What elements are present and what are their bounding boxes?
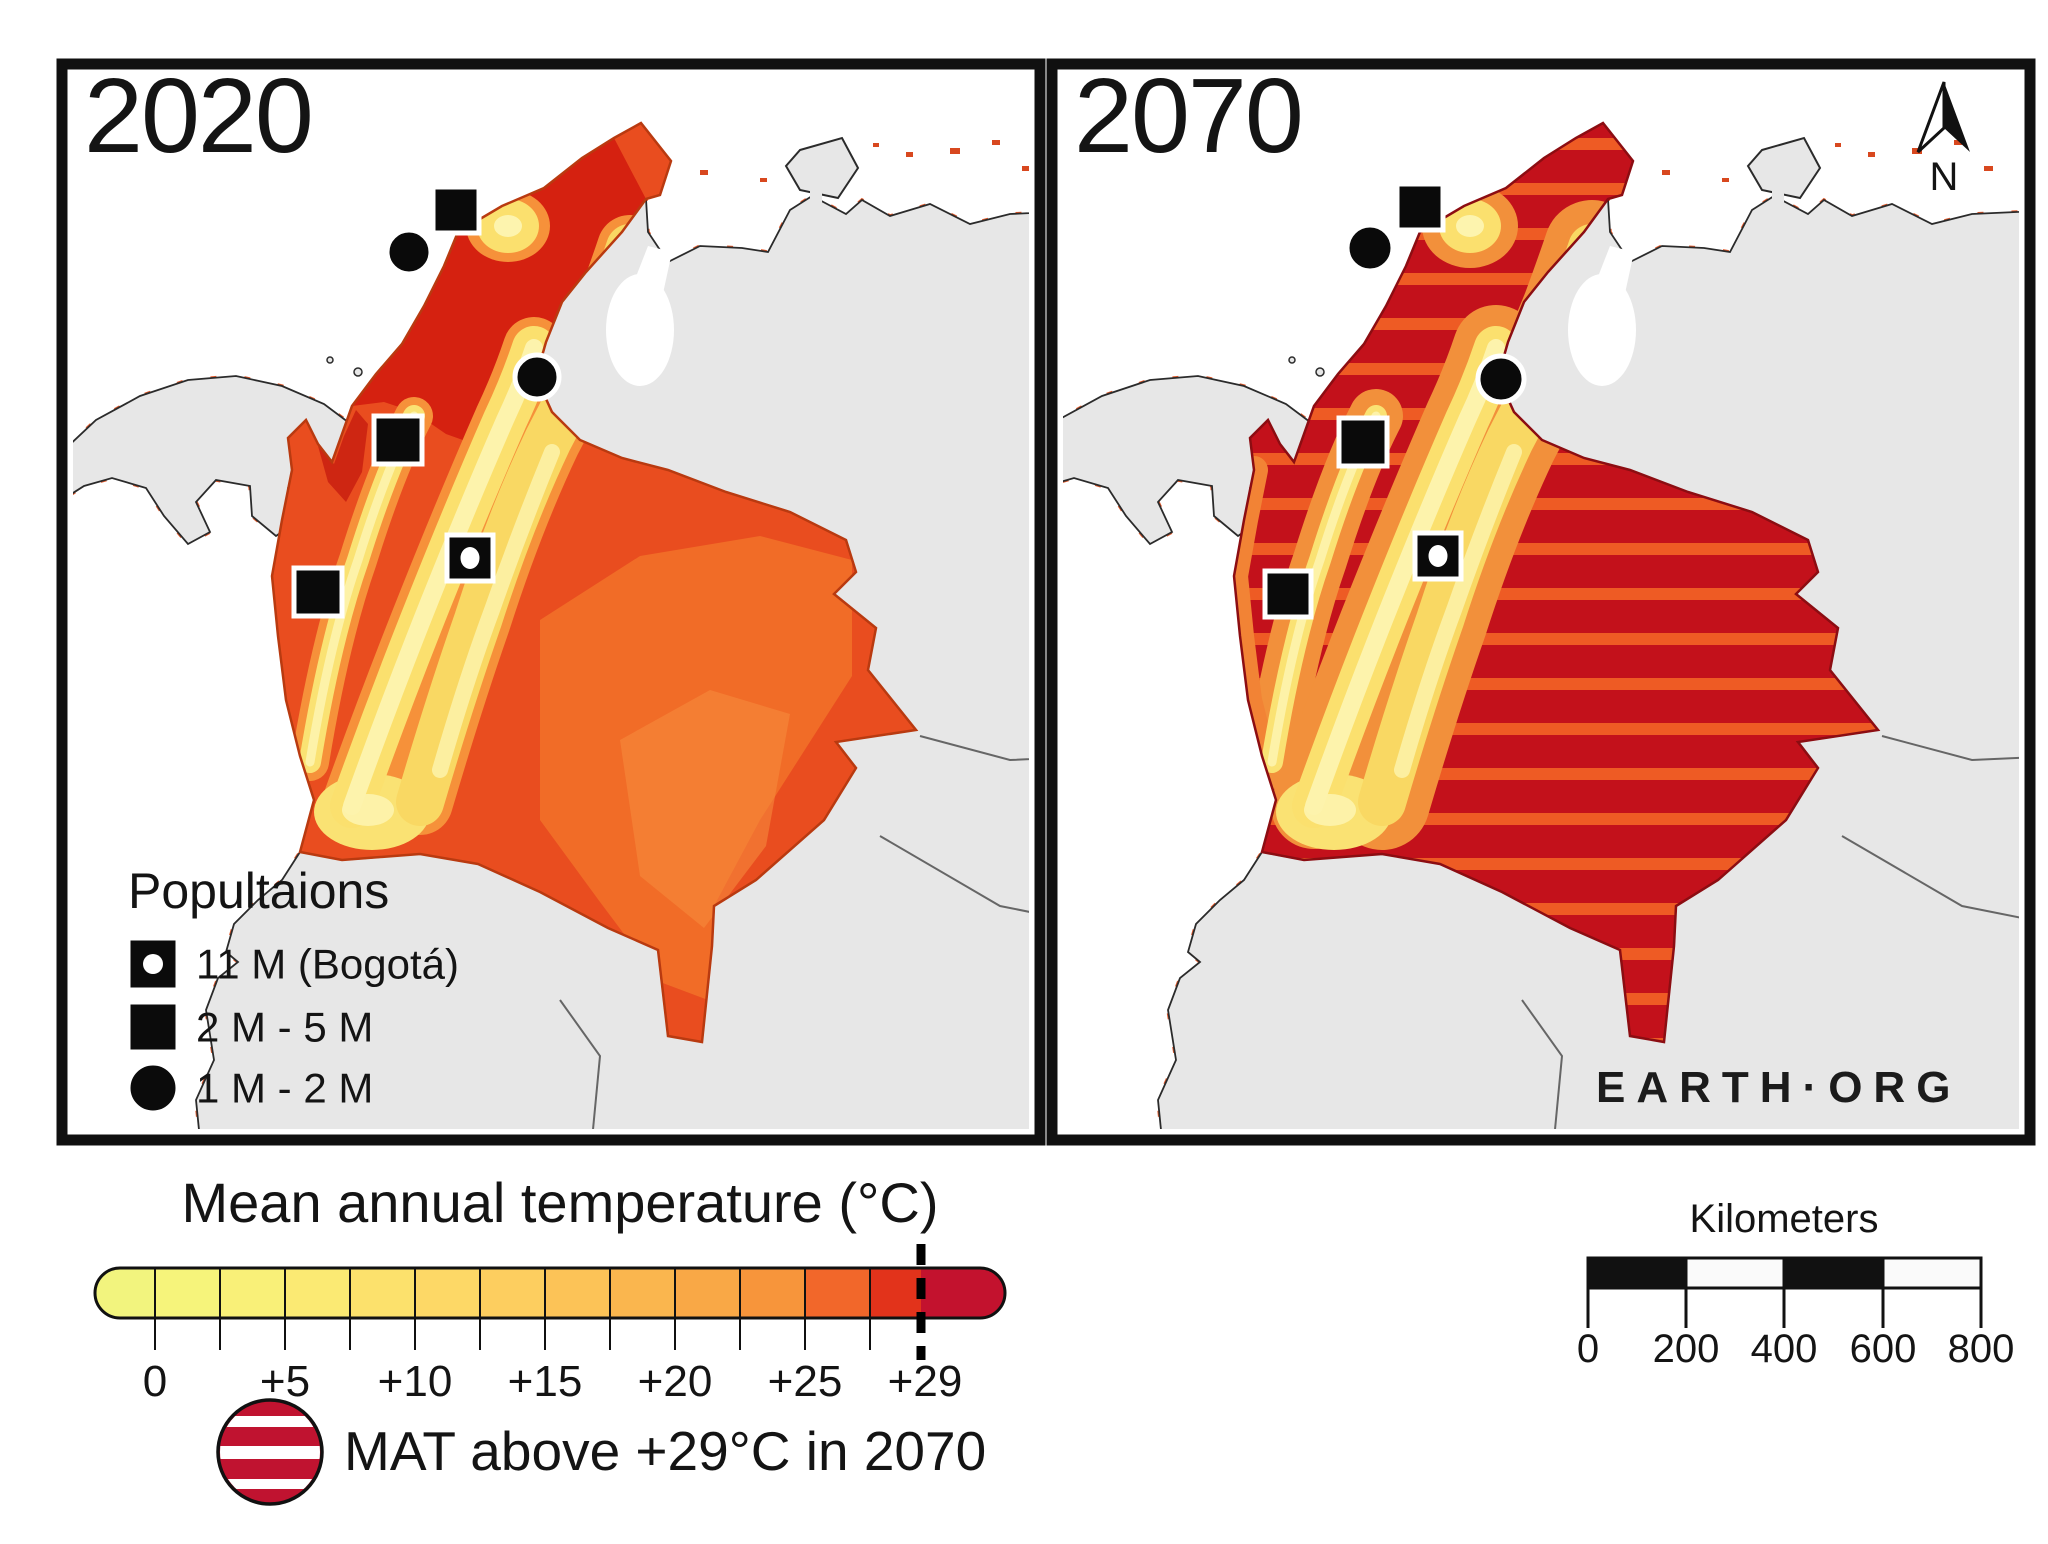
atrato-valley-hot	[318, 410, 368, 502]
right-panel-year-label: 2070	[1074, 57, 1302, 175]
city-marker-dot	[1428, 545, 1448, 567]
temperature-tick-label: +25	[768, 1357, 843, 1406]
left-panel-border	[56, 58, 1046, 1146]
scale-bar: Kilometers 0 200 400 600 800	[1577, 1197, 2015, 1371]
watermark-earth-org: EARTH·ORG	[1596, 1063, 1961, 1112]
temperature-tick-labels: 0 +5 +10 +15 +20 +25 +29	[143, 1357, 963, 1406]
temperature-tick-label: 0	[143, 1357, 167, 1406]
population-legend: Popultaions 11 M (Bogotá) 2 M - 5 M 1 M …	[125, 863, 459, 1116]
city-marker-circle	[384, 227, 434, 277]
temperature-tick-label: +10	[378, 1357, 453, 1406]
city-marker-dot	[460, 547, 480, 569]
temperature-legend-title: Mean annual temperature (°C)	[182, 1171, 939, 1234]
legend-square-dot-icon	[125, 935, 181, 993]
scale-bar-segments	[1586, 1256, 1983, 1328]
city-marker-square	[1336, 415, 1390, 469]
hatch-legend: MAT above +29°C in 2070	[216, 1398, 986, 1506]
scale-bar-tick-label: 400	[1751, 1327, 1818, 1371]
temperature-tick-label: +5	[260, 1357, 310, 1406]
map-2020	[62, 121, 1100, 1140]
city-marker-square	[430, 184, 482, 236]
city-marker-square	[291, 565, 345, 619]
population-legend-title: Popultaions	[128, 863, 389, 919]
left-panel-year-label: 2020	[84, 57, 312, 175]
caribbean-hot-lowlands	[352, 138, 646, 444]
temperature-tick-label: +20	[638, 1357, 713, 1406]
temperature-tick-label: +15	[508, 1357, 583, 1406]
temperature-colorbar	[95, 1268, 1005, 1318]
city-marker-circle	[512, 352, 562, 402]
scale-bar-tick-label: 200	[1653, 1327, 1720, 1371]
amazon-warmer	[620, 690, 790, 928]
city-marker-square	[371, 413, 425, 467]
legend-square-icon	[125, 999, 181, 1055]
city-marker-square	[1262, 568, 1314, 620]
scale-bar-tick-label: 600	[1850, 1327, 1917, 1371]
city-marker-circle	[1475, 353, 1527, 405]
north-label: N	[1930, 155, 1959, 199]
legend-item-2m-5m: 2 M - 5 M	[196, 1004, 373, 1051]
scale-bar-labels: 0 200 400 600 800	[1577, 1327, 2015, 1371]
north-arrow-icon: N	[1916, 81, 1970, 199]
legend-circle-icon	[125, 1060, 181, 1116]
legend-item-1m-2m: 1 M - 2 M	[196, 1065, 373, 1112]
temperature-legend: Mean annual temperature (°C) 0 +5 +10 +15 +2…	[93, 1171, 1007, 1506]
right-panel-border	[1046, 58, 2036, 1146]
scale-bar-title: Kilometers	[1690, 1197, 1879, 1241]
scale-bar-tick-label: 800	[1948, 1327, 2015, 1371]
legend-item-bogota: 11 M (Bogotá)	[196, 941, 459, 988]
temperature-threshold-label: +29	[888, 1357, 963, 1406]
legend-square-dot-icon-dot	[143, 954, 163, 974]
temperature-colorbar-ticks	[154, 1268, 871, 1350]
city-markers-2020	[291, 184, 562, 619]
scale-bar-tick-label: 0	[1577, 1327, 1599, 1371]
city-markers-2070	[1262, 181, 1527, 620]
hatch-legend-label: MAT above +29°C in 2070	[344, 1420, 986, 1482]
city-marker-square	[1394, 181, 1446, 233]
city-marker-circle	[1344, 222, 1396, 274]
